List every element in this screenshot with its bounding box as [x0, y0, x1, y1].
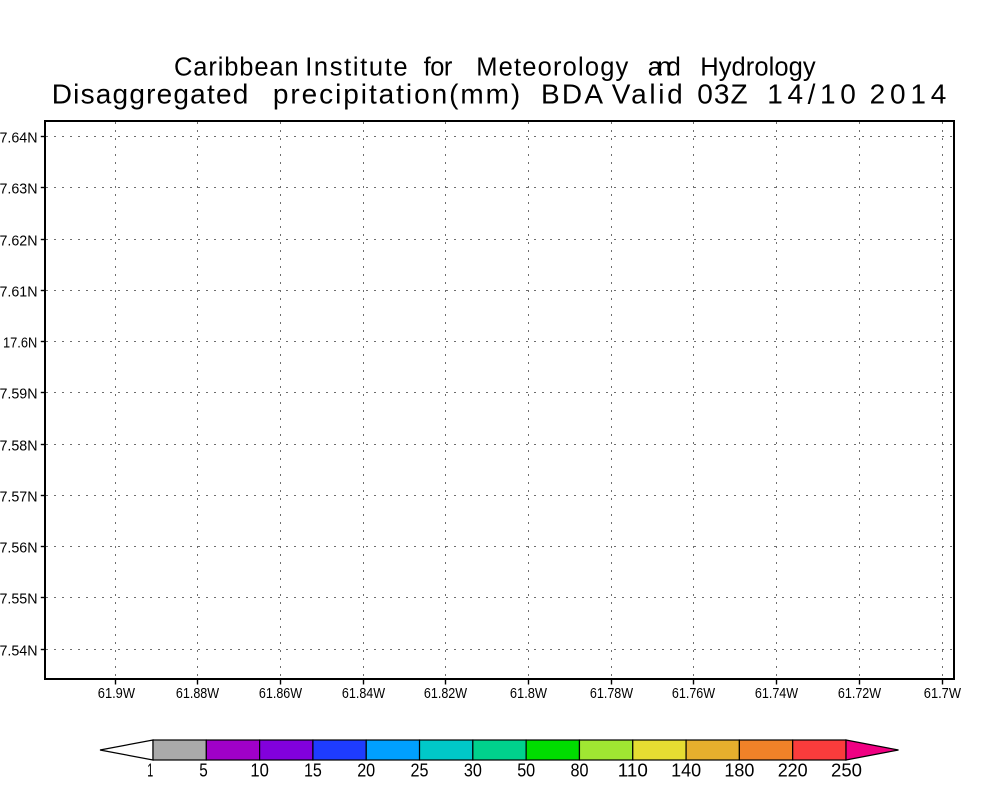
- svg-text:140: 140: [671, 761, 701, 781]
- svg-text:20: 20: [357, 761, 375, 781]
- svg-text:7.57N: 7.57N: [0, 489, 38, 506]
- svg-text:Institute: Institute: [305, 54, 407, 82]
- svg-text:61.7W: 61.7W: [924, 685, 962, 702]
- svg-text:Disaggregated: Disaggregated: [52, 78, 249, 109]
- svg-text:250: 250: [831, 761, 862, 781]
- svg-text:15: 15: [304, 761, 322, 781]
- svg-text:50: 50: [517, 761, 535, 781]
- svg-text:7.61N: 7.61N: [0, 284, 38, 301]
- svg-text:Hydrology: Hydrology: [700, 54, 816, 82]
- svg-text:61.86W: 61.86W: [259, 685, 303, 702]
- svg-text:80: 80: [571, 761, 589, 781]
- svg-text:and: and: [648, 54, 681, 82]
- svg-text:61.78W: 61.78W: [590, 685, 634, 702]
- svg-text:5: 5: [199, 761, 208, 781]
- svg-text:61.84W: 61.84W: [342, 685, 386, 702]
- svg-text:7.55N: 7.55N: [0, 591, 38, 608]
- svg-text:Meteorology: Meteorology: [476, 54, 628, 82]
- svg-text:7.54N: 7.54N: [0, 643, 38, 660]
- svg-text:30: 30: [464, 761, 482, 781]
- svg-text:180: 180: [724, 761, 754, 781]
- svg-text:61.9W: 61.9W: [98, 685, 136, 702]
- svg-text:25: 25: [411, 761, 429, 781]
- svg-text:Caribbean: Caribbean: [174, 54, 299, 82]
- svg-text:7.58N: 7.58N: [0, 438, 38, 455]
- svg-text:7.62N: 7.62N: [0, 233, 38, 250]
- svg-text:1: 1: [147, 761, 153, 781]
- svg-text:61.82W: 61.82W: [424, 685, 468, 702]
- svg-text:03Z: 03Z: [697, 78, 747, 109]
- svg-text:10: 10: [250, 761, 269, 781]
- svg-text:7.56N: 7.56N: [0, 540, 38, 557]
- svg-text:precipitation(mm): precipitation(mm): [273, 78, 520, 109]
- svg-text:220: 220: [778, 761, 808, 781]
- svg-text:110: 110: [618, 761, 648, 781]
- svg-text:BDA: BDA: [541, 78, 603, 109]
- svg-text:61.76W: 61.76W: [672, 685, 716, 702]
- svg-text:7.63N: 7.63N: [0, 181, 38, 198]
- svg-text:61.72W: 61.72W: [838, 685, 882, 702]
- svg-text:7.59N: 7.59N: [0, 386, 38, 403]
- svg-text:61.74W: 61.74W: [755, 685, 799, 702]
- svg-text:14/10: 14/10: [767, 78, 856, 109]
- svg-text:7.64N: 7.64N: [0, 130, 38, 147]
- svg-text:61.8W: 61.8W: [510, 685, 548, 702]
- svg-text:17.6N: 17.6N: [3, 335, 37, 352]
- svg-text:for: for: [424, 54, 453, 82]
- svg-text:61.88W: 61.88W: [176, 685, 220, 702]
